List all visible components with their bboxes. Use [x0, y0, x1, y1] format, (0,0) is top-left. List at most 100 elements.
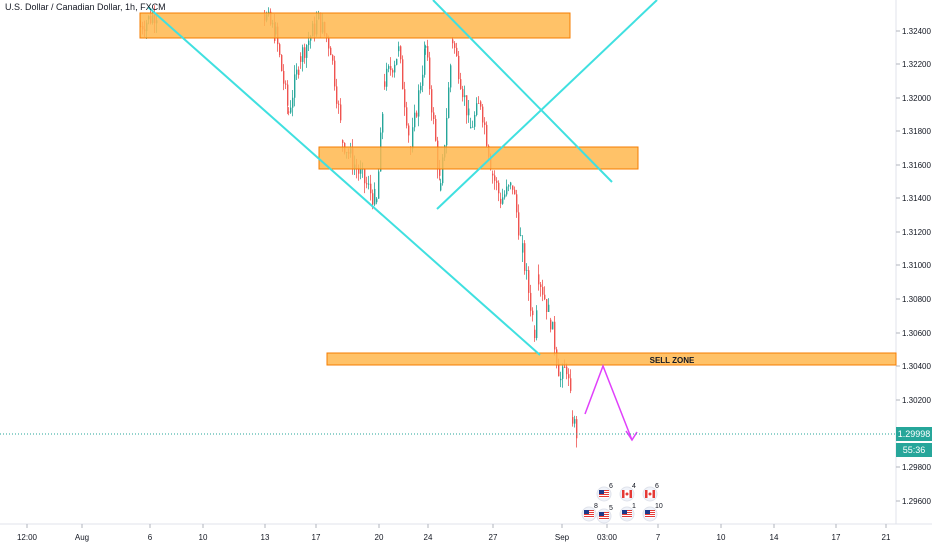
candle-body: [512, 185, 514, 190]
candle-body: [456, 47, 458, 56]
candle-body: [433, 112, 435, 119]
time-tick-label: 17: [832, 533, 841, 542]
event-count: 1: [632, 503, 636, 510]
time-tick-label: 20: [375, 533, 384, 542]
candle-body: [454, 43, 456, 48]
us-flag-canton: [599, 512, 604, 516]
candle-body: [358, 169, 360, 174]
time-tick-label: 24: [424, 533, 433, 542]
candle-body: [422, 74, 424, 86]
candle-body: [482, 106, 484, 123]
candle-body: [468, 108, 470, 116]
time-tick-label: 7: [656, 533, 661, 542]
candle-body: [548, 304, 550, 312]
candle-body: [466, 95, 468, 116]
us-flag-stripe: [622, 514, 632, 515]
time-tick-label: 14: [770, 533, 779, 542]
price-tick-label: 1.31800: [902, 127, 931, 136]
candle-body: [448, 87, 450, 119]
candle-body: [435, 118, 437, 141]
candle-body: [292, 97, 294, 108]
maple-leaf-icon: [648, 492, 652, 496]
candle-body: [520, 235, 522, 236]
event-count: 5: [609, 505, 613, 512]
candle-body: [336, 86, 338, 104]
candle-body: [416, 112, 418, 117]
candle-body: [384, 81, 386, 87]
candle-body: [372, 193, 374, 205]
maple-leaf-icon: [625, 492, 629, 496]
candle-body: [484, 122, 486, 125]
candle-body: [386, 68, 388, 87]
event-count: 4: [632, 483, 636, 490]
candle-body: [306, 45, 308, 58]
candle-body: [562, 366, 564, 379]
candle-body: [502, 197, 504, 204]
candle-body: [510, 182, 512, 186]
candle-body: [464, 95, 466, 98]
candle-body: [406, 107, 408, 126]
event-count: 6: [609, 483, 613, 490]
ca-flag-band: [622, 490, 625, 498]
candle-body: [524, 243, 526, 271]
candle-body: [564, 366, 566, 368]
countdown-label: 55:36: [896, 443, 932, 457]
candle-body: [296, 69, 298, 75]
candle-body: [298, 69, 300, 75]
us-flag-stripe: [599, 518, 609, 519]
candle-body: [283, 70, 285, 84]
price-tick-label: 1.30600: [902, 329, 931, 338]
candle-body: [338, 103, 340, 105]
candle-body: [366, 183, 368, 185]
us-flag-stripe: [645, 514, 655, 515]
price-tick-label: 1.32000: [902, 94, 931, 103]
candle-body: [388, 66, 390, 69]
us-flag-stripe: [584, 516, 594, 517]
trendlines-layer: [147, 0, 658, 442]
price-tick-label: 1.30400: [902, 362, 931, 371]
candle-body: [526, 270, 528, 271]
plot-background: [0, 0, 896, 524]
time-tick-label: 12:00: [17, 533, 38, 542]
price-tick-label: 1.30800: [902, 295, 931, 304]
candle-body: [396, 58, 398, 65]
candle-body: [550, 319, 552, 330]
candle-body: [429, 57, 431, 90]
candle-body: [540, 284, 542, 288]
us-flag-canton: [584, 510, 589, 514]
ca-flag-band: [629, 490, 632, 498]
candle-body: [439, 169, 441, 176]
candle-body: [458, 55, 460, 80]
trendline: [147, 6, 541, 356]
candle-body: [536, 310, 538, 339]
time-tick-label: 10: [717, 533, 726, 542]
candle-body: [506, 186, 508, 195]
candle-body: [546, 299, 548, 312]
candle-body: [558, 363, 560, 377]
zone-rect: [318, 146, 639, 170]
candle-body: [518, 212, 520, 236]
candle-body: [554, 321, 556, 350]
candle-body: [572, 417, 574, 424]
candle-body: [308, 40, 310, 46]
time-tick-label: 6: [148, 533, 153, 542]
candle-body: [378, 171, 380, 199]
us-flag-stripe: [599, 494, 609, 495]
candle-body: [330, 47, 332, 56]
zones-layer: SELL ZONE: [139, 12, 897, 366]
candle-body: [450, 65, 452, 88]
candle-body: [288, 111, 290, 113]
price-tick-label: 1.29800: [902, 463, 931, 472]
candle-body: [376, 198, 378, 203]
event-count: 6: [655, 483, 659, 490]
time-tick-label: Sep: [555, 533, 570, 542]
us-flag-stripe: [599, 496, 609, 497]
candle-body: [400, 46, 402, 60]
time-tick-label: 03:00: [597, 533, 618, 542]
time-axis-ticks: 12:00 Aug 6 10 13 17 20 24 27 Sep 03:00 7 10 14 17 21: [17, 524, 891, 542]
time-tick-label: 13: [261, 533, 270, 542]
candle-body: [514, 189, 516, 195]
candle-body: [516, 194, 518, 213]
